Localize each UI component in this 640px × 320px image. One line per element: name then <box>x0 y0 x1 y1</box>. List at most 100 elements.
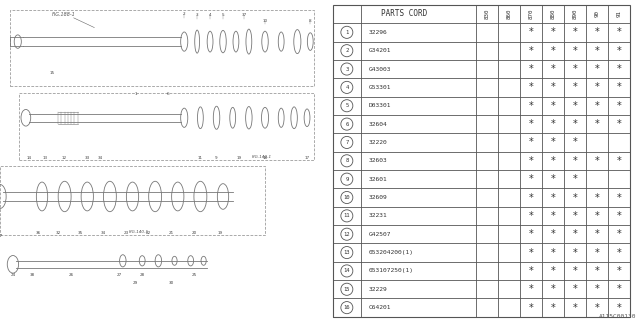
Text: *: * <box>595 82 600 92</box>
Text: *: * <box>550 229 556 239</box>
Text: *: * <box>617 193 622 203</box>
Text: *: * <box>550 193 556 203</box>
Text: *: * <box>573 101 577 111</box>
Text: *: * <box>529 229 533 239</box>
Text: *: * <box>529 248 533 258</box>
Text: 11: 11 <box>198 156 203 160</box>
Text: 3: 3 <box>345 67 348 72</box>
Text: *: * <box>595 193 600 203</box>
Text: 17: 17 <box>305 156 310 160</box>
Text: *: * <box>617 284 622 294</box>
Text: *: * <box>595 266 600 276</box>
Text: 32231: 32231 <box>369 213 388 218</box>
Text: 19: 19 <box>217 231 222 235</box>
Text: *: * <box>573 27 577 37</box>
Text: 9: 9 <box>215 156 218 160</box>
Text: *: * <box>573 193 577 203</box>
Text: 36: 36 <box>36 231 42 235</box>
Text: *: * <box>550 138 556 148</box>
Text: *: * <box>550 27 556 37</box>
Text: *: * <box>617 248 622 258</box>
Text: 13: 13 <box>344 250 350 255</box>
Text: *: * <box>573 119 577 129</box>
Text: 34: 34 <box>101 231 106 235</box>
Text: *: * <box>550 64 556 74</box>
Text: *: * <box>550 82 556 92</box>
Text: *: * <box>617 101 622 111</box>
Text: *: * <box>550 303 556 313</box>
Text: G43003: G43003 <box>369 67 392 72</box>
Text: *: * <box>529 101 533 111</box>
Text: *: * <box>529 211 533 221</box>
Text: FIG.140-1: FIG.140-1 <box>252 156 272 159</box>
Text: 90: 90 <box>595 11 600 18</box>
Text: *: * <box>617 211 622 221</box>
Text: *: * <box>595 229 600 239</box>
Text: D03301: D03301 <box>369 103 392 108</box>
Text: *: * <box>573 138 577 148</box>
Text: 6: 6 <box>167 92 170 96</box>
Text: G53301: G53301 <box>369 85 392 90</box>
Text: 6: 6 <box>345 122 348 127</box>
Text: 8: 8 <box>345 158 348 163</box>
Text: 28: 28 <box>140 273 145 277</box>
Text: *: * <box>573 284 577 294</box>
Text: FIG.140-1: FIG.140-1 <box>129 230 149 234</box>
Text: *: * <box>617 119 622 129</box>
Text: 870: 870 <box>529 9 534 19</box>
Text: *: * <box>529 119 533 129</box>
Text: *: * <box>550 284 556 294</box>
Text: *: * <box>573 156 577 166</box>
Text: 35: 35 <box>78 231 83 235</box>
Text: *: * <box>617 82 622 92</box>
Text: 33: 33 <box>84 156 90 160</box>
Text: 32296: 32296 <box>369 30 388 35</box>
Text: *: * <box>529 284 533 294</box>
Text: 19: 19 <box>237 156 242 160</box>
Text: 4: 4 <box>209 13 211 17</box>
Text: 15: 15 <box>344 287 350 292</box>
Text: *: * <box>595 46 600 56</box>
Text: *: * <box>573 46 577 56</box>
Text: 830: 830 <box>484 9 489 19</box>
Text: 32603: 32603 <box>369 158 388 163</box>
Text: *: * <box>617 229 622 239</box>
Text: 32229: 32229 <box>369 287 388 292</box>
Text: 9: 9 <box>345 177 348 182</box>
Text: 1: 1 <box>134 92 137 96</box>
Text: *: * <box>573 174 577 184</box>
Text: 14: 14 <box>344 268 350 273</box>
Text: 27: 27 <box>117 273 122 277</box>
Text: *: * <box>573 64 577 74</box>
Text: 1: 1 <box>345 30 348 35</box>
Text: *: * <box>595 211 600 221</box>
Text: 25: 25 <box>191 273 196 277</box>
Text: 8: 8 <box>309 19 312 23</box>
Text: 10: 10 <box>344 195 350 200</box>
Text: *: * <box>550 211 556 221</box>
Text: 2: 2 <box>183 12 186 16</box>
Text: 38: 38 <box>29 273 35 277</box>
Text: *: * <box>573 229 577 239</box>
Text: *: * <box>550 101 556 111</box>
Text: 32604: 32604 <box>369 122 388 127</box>
Text: *: * <box>595 248 600 258</box>
Text: *: * <box>595 27 600 37</box>
Text: *: * <box>617 46 622 56</box>
Text: 880: 880 <box>550 9 556 19</box>
Text: G34201: G34201 <box>369 48 392 53</box>
Text: 16: 16 <box>344 305 350 310</box>
Text: *: * <box>617 64 622 74</box>
Text: *: * <box>529 266 533 276</box>
Text: *: * <box>595 101 600 111</box>
Text: *: * <box>529 156 533 166</box>
Text: FIG.188-1: FIG.188-1 <box>52 12 76 17</box>
Text: *: * <box>550 46 556 56</box>
Text: *: * <box>529 303 533 313</box>
Text: 37: 37 <box>0 234 3 238</box>
Text: 34: 34 <box>98 156 103 160</box>
Text: 890: 890 <box>573 9 578 19</box>
Text: 10: 10 <box>262 19 268 23</box>
Text: *: * <box>617 27 622 37</box>
Text: *: * <box>529 64 533 74</box>
